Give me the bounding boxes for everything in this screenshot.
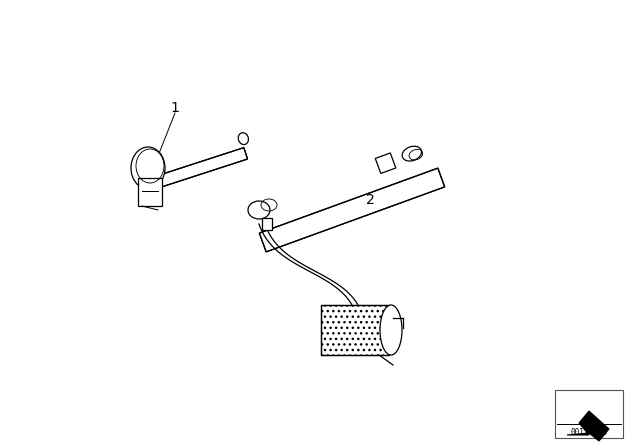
Text: 2: 2 [365, 193, 374, 207]
Polygon shape [259, 168, 445, 252]
Polygon shape [375, 153, 396, 173]
Ellipse shape [131, 147, 165, 189]
Ellipse shape [402, 146, 422, 161]
Polygon shape [567, 411, 609, 441]
FancyBboxPatch shape [138, 178, 162, 206]
Ellipse shape [238, 133, 248, 145]
Polygon shape [259, 168, 445, 252]
Text: 1: 1 [171, 101, 179, 115]
Text: 00121018: 00121018 [570, 427, 607, 436]
Polygon shape [154, 147, 248, 189]
Polygon shape [262, 218, 272, 230]
Ellipse shape [380, 305, 402, 355]
FancyBboxPatch shape [555, 390, 623, 438]
Polygon shape [321, 305, 389, 355]
Polygon shape [154, 147, 248, 189]
Ellipse shape [248, 201, 270, 219]
